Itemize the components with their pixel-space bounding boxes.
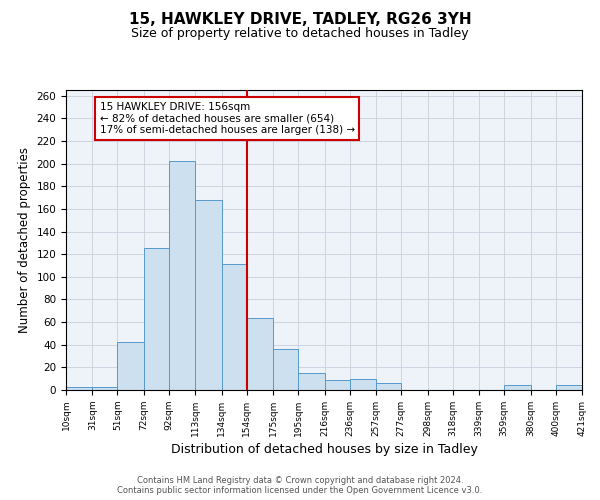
Bar: [376, 383, 401, 390]
Bar: [325, 380, 350, 390]
Text: 15 HAWKLEY DRIVE: 156sqm
← 82% of detached houses are smaller (654)
17% of semi-: 15 HAWKLEY DRIVE: 156sqm ← 82% of detach…: [100, 102, 355, 135]
Bar: [298, 373, 325, 390]
Bar: [556, 386, 582, 390]
Bar: [350, 378, 376, 390]
Bar: [273, 349, 298, 390]
Bar: [144, 248, 169, 390]
Bar: [92, 386, 118, 390]
Bar: [196, 200, 221, 390]
Bar: [66, 386, 92, 390]
Text: Distribution of detached houses by size in Tadley: Distribution of detached houses by size …: [170, 442, 478, 456]
Bar: [247, 318, 273, 390]
Y-axis label: Number of detached properties: Number of detached properties: [18, 147, 31, 333]
Text: 15, HAWKLEY DRIVE, TADLEY, RG26 3YH: 15, HAWKLEY DRIVE, TADLEY, RG26 3YH: [128, 12, 472, 28]
Bar: [504, 386, 530, 390]
Bar: [169, 162, 196, 390]
Text: Contains HM Land Registry data © Crown copyright and database right 2024.
Contai: Contains HM Land Registry data © Crown c…: [118, 476, 482, 495]
Bar: [221, 264, 247, 390]
Text: Size of property relative to detached houses in Tadley: Size of property relative to detached ho…: [131, 28, 469, 40]
Bar: [118, 342, 144, 390]
